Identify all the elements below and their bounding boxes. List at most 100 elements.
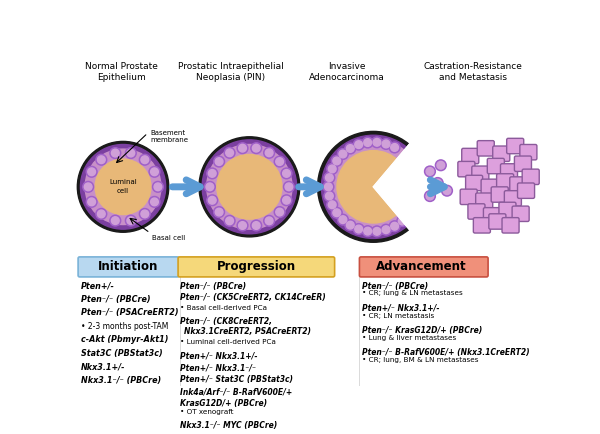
Circle shape [199, 137, 300, 237]
Circle shape [207, 145, 292, 229]
FancyBboxPatch shape [514, 156, 532, 171]
Text: Pten⁻/⁻ (PBCre): Pten⁻/⁻ (PBCre) [179, 282, 246, 290]
Circle shape [152, 181, 163, 192]
Circle shape [327, 164, 338, 174]
Circle shape [285, 183, 293, 191]
FancyBboxPatch shape [481, 179, 498, 194]
Text: • CR; LN metastasis: • CR; LN metastasis [362, 312, 434, 319]
Circle shape [112, 217, 119, 224]
Circle shape [88, 168, 95, 176]
Circle shape [339, 150, 347, 158]
Circle shape [154, 183, 162, 191]
FancyBboxPatch shape [505, 191, 521, 206]
Text: Invasive
Adenocarcinoma: Invasive Adenocarcinoma [309, 62, 385, 82]
Text: • CR; lung & LN metastases: • CR; lung & LN metastases [362, 290, 463, 296]
Circle shape [328, 165, 336, 173]
Circle shape [253, 145, 260, 152]
Circle shape [127, 217, 134, 224]
Circle shape [333, 209, 341, 217]
Text: Pten⁻/⁻ (PBCre): Pten⁻/⁻ (PBCre) [362, 282, 428, 290]
FancyBboxPatch shape [473, 217, 490, 233]
Circle shape [355, 225, 362, 233]
Circle shape [281, 195, 292, 206]
Circle shape [425, 166, 436, 177]
Text: Basement
membrane: Basement membrane [150, 130, 188, 143]
Text: • CR; lung, BM & LN metastases: • CR; lung, BM & LN metastases [362, 357, 478, 363]
FancyBboxPatch shape [520, 145, 537, 160]
Circle shape [149, 166, 160, 177]
Circle shape [362, 226, 373, 237]
Circle shape [276, 158, 284, 165]
Text: Pten⁻/⁻ (CK5CreERT2, CK14CreER): Pten⁻/⁻ (CK5CreERT2, CK14CreER) [179, 293, 325, 302]
Circle shape [283, 197, 290, 204]
Circle shape [84, 183, 92, 191]
Circle shape [86, 166, 97, 177]
Circle shape [127, 149, 134, 157]
Text: Nkx3.1⁻/⁻ MYC (PBCre): Nkx3.1⁻/⁻ MYC (PBCre) [179, 421, 277, 430]
Text: Pten⁻/⁻ B-RafV600E/+ (Nkx3.1CreERT2): Pten⁻/⁻ B-RafV600E/+ (Nkx3.1CreERT2) [362, 348, 529, 357]
Circle shape [325, 183, 332, 191]
Circle shape [364, 227, 371, 235]
Circle shape [217, 155, 282, 219]
Circle shape [214, 156, 224, 167]
Circle shape [149, 197, 160, 207]
Circle shape [331, 207, 342, 218]
Circle shape [331, 155, 342, 166]
Text: Luminal: Luminal [109, 179, 137, 185]
Circle shape [264, 215, 275, 226]
Circle shape [380, 224, 391, 235]
Circle shape [274, 207, 285, 217]
Text: Pten+/⁻ Stat3C (PBStat3c): Pten+/⁻ Stat3C (PBStat3c) [179, 375, 293, 384]
Text: Castration-Resistance
and Metastasis: Castration-Resistance and Metastasis [423, 62, 522, 82]
Circle shape [151, 168, 158, 176]
Circle shape [364, 139, 371, 146]
FancyBboxPatch shape [499, 202, 516, 217]
FancyBboxPatch shape [460, 189, 477, 204]
Text: Normal Prostate
Epithelium: Normal Prostate Epithelium [85, 62, 158, 82]
Circle shape [97, 210, 105, 218]
Text: Advancement: Advancement [376, 260, 467, 273]
FancyBboxPatch shape [476, 193, 493, 208]
Circle shape [397, 216, 407, 227]
Circle shape [382, 226, 390, 233]
Circle shape [139, 155, 150, 165]
Text: Pten⁻/⁻ KrasG12D/+ (PBCre): Pten⁻/⁻ KrasG12D/+ (PBCre) [362, 326, 482, 335]
Text: • Luminal cell-derived PCa: • Luminal cell-derived PCa [179, 339, 275, 345]
Circle shape [283, 181, 295, 192]
Circle shape [251, 220, 262, 231]
Circle shape [226, 217, 233, 225]
Text: • 2-3 months post-TAM: • 2-3 months post-TAM [81, 322, 169, 331]
Circle shape [224, 148, 235, 158]
Circle shape [355, 141, 362, 148]
Text: Pten⁻/⁻ (PSACreERT2): Pten⁻/⁻ (PSACreERT2) [81, 309, 179, 318]
Circle shape [215, 158, 223, 165]
FancyBboxPatch shape [502, 217, 519, 233]
Polygon shape [221, 173, 277, 214]
Circle shape [125, 148, 136, 158]
FancyBboxPatch shape [493, 146, 510, 161]
Circle shape [324, 172, 335, 183]
FancyBboxPatch shape [458, 161, 475, 177]
Circle shape [110, 215, 121, 226]
Circle shape [425, 191, 436, 201]
Circle shape [391, 144, 398, 151]
Circle shape [207, 195, 218, 206]
Circle shape [96, 208, 107, 219]
Circle shape [283, 170, 290, 177]
Circle shape [208, 197, 216, 204]
Circle shape [253, 222, 260, 229]
Circle shape [432, 178, 443, 188]
Circle shape [125, 215, 136, 226]
Circle shape [224, 215, 235, 226]
Circle shape [434, 179, 442, 187]
Circle shape [380, 138, 391, 149]
Circle shape [96, 155, 107, 165]
Circle shape [327, 199, 338, 210]
Text: Pten⁻/⁻ (PBCre): Pten⁻/⁻ (PBCre) [81, 295, 151, 304]
Text: Prostatic Intraepithelial
Neoplasia (PIN): Prostatic Intraepithelial Neoplasia (PIN… [178, 62, 284, 82]
Text: • Lung & liver metastases: • Lung & liver metastases [362, 335, 456, 341]
Circle shape [141, 156, 149, 164]
Circle shape [442, 185, 452, 196]
FancyBboxPatch shape [466, 175, 482, 191]
Text: Pten+/-: Pten+/- [81, 282, 115, 290]
